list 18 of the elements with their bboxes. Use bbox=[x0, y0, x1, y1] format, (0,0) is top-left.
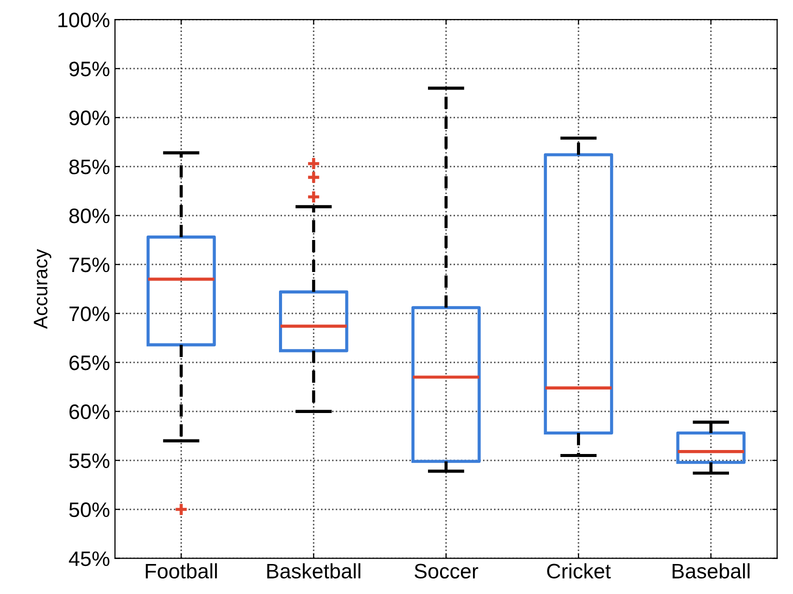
y-tick-label: 65% bbox=[69, 355, 110, 370]
x-tick-label: Basketball bbox=[267, 563, 360, 579]
y-tick-label: 75% bbox=[69, 258, 110, 272]
y-tick-label: 50% bbox=[69, 502, 110, 518]
x-tick-label: Cricket bbox=[547, 563, 611, 579]
y-tick-label: 90% bbox=[69, 110, 110, 126]
y-tick-label: 85% bbox=[69, 160, 110, 174]
x-tick-label: Soccer bbox=[414, 564, 478, 579]
x-tick-label: Football bbox=[146, 563, 217, 579]
y-tick-label: 55% bbox=[69, 453, 110, 468]
y-tick-label: 100% bbox=[58, 12, 110, 28]
y-tick-label: 95% bbox=[69, 62, 110, 76]
y-tick-label: 70% bbox=[69, 306, 110, 322]
y-tick-label: 80% bbox=[69, 208, 110, 224]
y-tick-label: 60% bbox=[69, 404, 110, 420]
x-tick-label: Baseball bbox=[672, 563, 750, 579]
y-tick-label: 45% bbox=[68, 551, 110, 566]
y-axis-title: Accuracy bbox=[34, 249, 52, 329]
